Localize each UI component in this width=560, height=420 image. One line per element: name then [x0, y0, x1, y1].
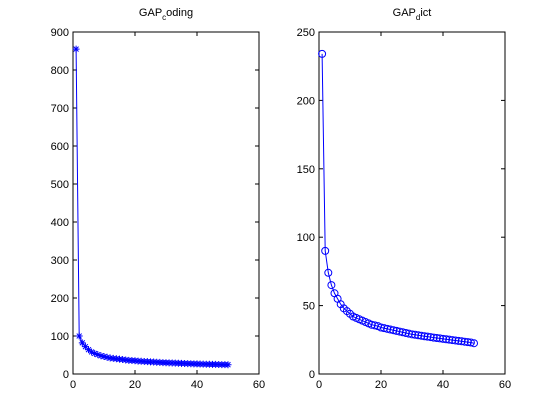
data-point	[417, 331, 426, 340]
x-tick-label: 40	[437, 379, 449, 391]
data-point	[318, 49, 327, 58]
data-point	[324, 268, 333, 277]
data-point	[78, 339, 86, 347]
title-main: GAP	[393, 7, 416, 19]
data-point	[451, 336, 460, 345]
y-tick-label: 900	[51, 27, 69, 39]
data-point	[100, 353, 108, 361]
data-point	[389, 326, 398, 335]
y-tick-label: 700	[51, 103, 69, 115]
data-point	[91, 349, 99, 357]
data-point	[408, 330, 416, 339]
title-rest: ict	[420, 7, 431, 19]
data-point	[470, 339, 478, 348]
data-point	[432, 334, 441, 343]
x-tick-label: 60	[499, 379, 511, 391]
y-tick-label: 400	[51, 217, 69, 229]
x-tick-label: 20	[129, 379, 141, 391]
data-point	[327, 281, 336, 290]
data-point	[392, 326, 401, 335]
data-point	[463, 338, 472, 347]
data-point	[411, 330, 420, 339]
data-point	[426, 333, 435, 342]
series-markers	[72, 45, 232, 369]
title-subscript: c	[162, 13, 166, 22]
x-tick-label: 60	[253, 379, 265, 391]
data-point	[460, 337, 469, 346]
data-point	[448, 336, 457, 345]
y-tick-label: 800	[51, 65, 69, 77]
y-tick-label: 200	[51, 293, 69, 305]
data-point	[103, 353, 111, 361]
title-main: GAP	[139, 7, 162, 19]
y-tick-label: 200	[297, 95, 315, 107]
y-tick-label: 0	[63, 369, 69, 381]
x-tick-label: 0	[316, 379, 322, 391]
y-tick-label: 100	[297, 232, 315, 244]
axes-gap-dict: GAPdict 0 20 40 60 0 50 100 150 200 250	[297, 7, 511, 391]
data-point	[401, 328, 410, 337]
x-tick-label: 20	[375, 379, 387, 391]
y-tick-label: 50	[303, 301, 315, 313]
data-point	[386, 325, 395, 334]
axes-gap-coding: GAPcoding 0 20 40 6001002003004005006007008…	[51, 7, 265, 391]
series-markers	[318, 49, 478, 348]
chart-title-gap-dict: GAPdict	[393, 7, 432, 22]
x-tick-label: 0	[70, 379, 76, 391]
data-point	[429, 333, 438, 342]
x-tick-label: 40	[191, 379, 203, 391]
chart-title-gap-coding: GAPcoding	[139, 7, 193, 22]
data-point	[72, 45, 80, 53]
data-point	[395, 327, 404, 336]
y-tick-label: 500	[51, 179, 69, 191]
y-tick-label: 0	[309, 369, 315, 381]
data-point	[442, 335, 451, 344]
data-point	[377, 323, 385, 332]
plot-area	[72, 31, 260, 375]
data-point	[85, 346, 92, 354]
data-point	[445, 335, 454, 344]
data-point	[97, 352, 105, 360]
data-point	[423, 332, 432, 341]
data-point	[367, 320, 376, 329]
data-point	[75, 332, 83, 340]
y-tick-label: 150	[297, 164, 315, 176]
y-tick-label: 300	[51, 255, 69, 267]
data-point	[404, 329, 413, 338]
data-point	[383, 324, 392, 333]
y-tick-label: 600	[51, 141, 69, 153]
title-subscript: d	[416, 13, 420, 22]
data-point	[224, 361, 232, 369]
data-point	[435, 334, 444, 343]
data-point	[454, 336, 463, 345]
data-point	[466, 338, 475, 347]
y-tick-label: 100	[51, 331, 69, 343]
plot-area	[318, 31, 506, 375]
data-point	[457, 337, 466, 346]
title-rest: oding	[166, 7, 193, 19]
data-point	[321, 246, 330, 255]
data-point	[398, 328, 407, 337]
data-point	[380, 324, 389, 333]
data-point	[94, 351, 102, 359]
data-point	[88, 348, 96, 356]
y-tick-label: 250	[297, 27, 315, 39]
data-point	[81, 343, 89, 351]
data-point	[420, 332, 429, 341]
data-point	[414, 331, 423, 340]
data-point	[439, 334, 447, 343]
